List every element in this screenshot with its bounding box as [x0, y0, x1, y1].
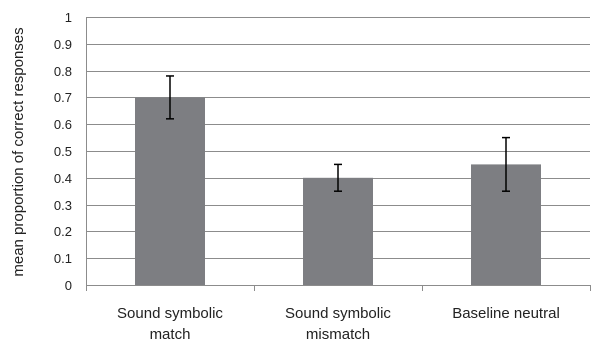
y-tick-label: 0.1: [54, 251, 72, 266]
y-tick-label: 1: [65, 10, 72, 25]
y-tick-label: 0.7: [54, 90, 72, 105]
error-bar: [502, 136, 510, 192]
y-tick-labels: 0 0.1 0.2 0.3 0.4 0.5 0.6 0.7 0.8 0.9 1: [54, 10, 72, 293]
bar: [303, 177, 373, 285]
y-tick-label: 0.5: [54, 144, 72, 159]
x-category-label: Sound symbolic: [285, 305, 391, 322]
y-tick-label: 0.8: [54, 64, 72, 79]
x-category-label: match: [150, 326, 191, 343]
y-tick-label: 0.2: [54, 224, 72, 239]
y-tick-label: 0.4: [54, 171, 72, 186]
y-tick-label: 0.6: [54, 117, 72, 132]
x-category-label: Baseline neutral: [452, 305, 560, 322]
y-tick-label: 0.3: [54, 198, 72, 213]
x-category-label: mismatch: [306, 326, 370, 343]
x-category-labels: Sound symbolic match Sound symbolic mismatc…: [117, 305, 560, 343]
x-category-label: Sound symbolic: [117, 305, 223, 322]
error-bar: [334, 163, 342, 192]
error-bar: [166, 75, 174, 120]
bar: [135, 97, 205, 286]
y-tick-label: 0.9: [54, 37, 72, 52]
y-tick-label: 0: [65, 278, 72, 293]
error-bars: [166, 75, 510, 192]
y-axis-title: mean proportion of correct responses: [10, 27, 27, 276]
